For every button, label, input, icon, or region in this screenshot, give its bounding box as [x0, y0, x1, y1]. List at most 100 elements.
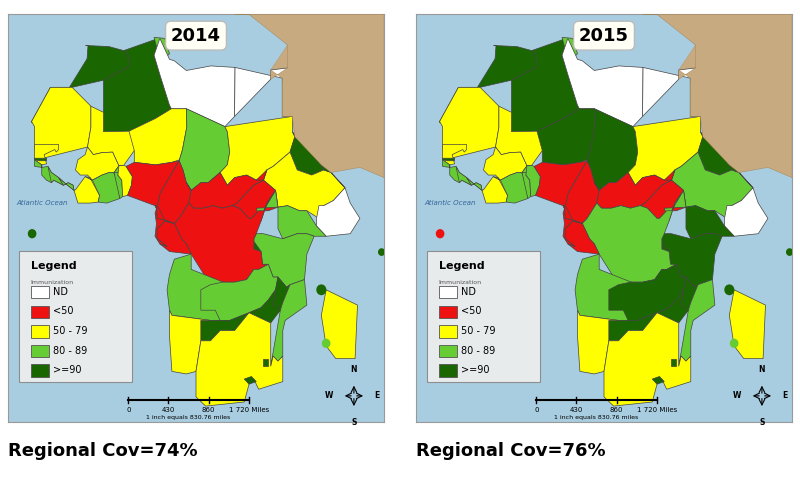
- Polygon shape: [563, 209, 582, 246]
- Polygon shape: [256, 191, 278, 221]
- Polygon shape: [642, 68, 701, 116]
- Polygon shape: [34, 160, 42, 168]
- Polygon shape: [167, 254, 230, 321]
- Polygon shape: [500, 165, 532, 203]
- Polygon shape: [126, 161, 179, 209]
- Circle shape: [378, 249, 385, 255]
- Polygon shape: [322, 290, 358, 359]
- Polygon shape: [118, 165, 132, 196]
- Circle shape: [29, 230, 36, 238]
- Text: 860: 860: [202, 408, 215, 413]
- Polygon shape: [662, 234, 669, 241]
- Text: 2015: 2015: [579, 26, 629, 45]
- Polygon shape: [154, 37, 170, 60]
- Polygon shape: [234, 68, 293, 116]
- Text: W: W: [326, 391, 334, 400]
- Polygon shape: [32, 87, 91, 160]
- Polygon shape: [92, 165, 124, 203]
- Polygon shape: [563, 161, 599, 224]
- FancyBboxPatch shape: [427, 251, 540, 382]
- Polygon shape: [662, 234, 722, 287]
- Polygon shape: [652, 376, 664, 384]
- Polygon shape: [263, 152, 345, 218]
- Text: S: S: [351, 418, 357, 427]
- Polygon shape: [87, 106, 134, 166]
- Polygon shape: [495, 106, 542, 166]
- Text: 430: 430: [570, 408, 583, 413]
- Polygon shape: [662, 241, 669, 252]
- Circle shape: [317, 285, 326, 295]
- Polygon shape: [730, 290, 766, 359]
- Text: S: S: [759, 418, 765, 427]
- Bar: [30, 306, 49, 318]
- Polygon shape: [249, 290, 280, 323]
- Text: N: N: [350, 365, 357, 374]
- Polygon shape: [450, 165, 482, 191]
- Text: >=90: >=90: [53, 365, 82, 375]
- Polygon shape: [604, 313, 690, 406]
- Text: ND: ND: [461, 287, 476, 297]
- Polygon shape: [575, 254, 638, 321]
- Polygon shape: [482, 177, 510, 203]
- Bar: [438, 306, 457, 318]
- Polygon shape: [48, 167, 63, 185]
- Text: E: E: [374, 391, 379, 400]
- Polygon shape: [254, 234, 261, 241]
- Polygon shape: [317, 172, 360, 236]
- Polygon shape: [129, 109, 187, 165]
- Polygon shape: [32, 46, 129, 122]
- Polygon shape: [174, 191, 275, 285]
- Polygon shape: [220, 78, 295, 185]
- Text: Atlantic Ocean: Atlantic Ocean: [16, 200, 67, 206]
- Circle shape: [730, 339, 738, 347]
- Polygon shape: [671, 359, 676, 366]
- Polygon shape: [483, 147, 527, 195]
- Text: 860: 860: [610, 408, 623, 413]
- Polygon shape: [511, 38, 579, 132]
- Polygon shape: [534, 161, 587, 209]
- Polygon shape: [114, 172, 122, 199]
- Circle shape: [386, 325, 396, 336]
- Bar: [438, 345, 457, 357]
- Text: N: N: [758, 365, 765, 374]
- Polygon shape: [671, 152, 753, 218]
- Polygon shape: [725, 172, 768, 236]
- Circle shape: [437, 230, 444, 238]
- Polygon shape: [170, 310, 210, 374]
- Text: W: W: [734, 391, 742, 400]
- Circle shape: [397, 142, 406, 152]
- Text: Immunization: Immunization: [438, 279, 482, 285]
- Text: Atlantic Ocean: Atlantic Ocean: [424, 200, 475, 206]
- Polygon shape: [75, 147, 119, 195]
- Bar: [438, 325, 457, 337]
- Polygon shape: [730, 165, 739, 172]
- Polygon shape: [74, 177, 102, 203]
- Polygon shape: [440, 46, 537, 122]
- Polygon shape: [537, 109, 595, 165]
- Text: Legend: Legend: [30, 261, 76, 271]
- Polygon shape: [157, 205, 165, 220]
- Bar: [438, 364, 457, 377]
- Polygon shape: [34, 144, 58, 165]
- Polygon shape: [609, 313, 657, 341]
- Polygon shape: [196, 313, 282, 406]
- Polygon shape: [270, 279, 307, 366]
- Polygon shape: [642, 14, 792, 178]
- Polygon shape: [158, 221, 191, 254]
- Bar: [30, 364, 49, 377]
- Bar: [438, 286, 457, 299]
- Polygon shape: [664, 191, 686, 221]
- Polygon shape: [201, 264, 278, 321]
- Polygon shape: [179, 109, 230, 191]
- Polygon shape: [678, 279, 715, 366]
- Polygon shape: [628, 78, 703, 185]
- FancyBboxPatch shape: [19, 251, 132, 382]
- Text: >=90: >=90: [461, 365, 490, 375]
- Text: Regional Cov=74%: Regional Cov=74%: [8, 442, 198, 460]
- Text: E: E: [782, 391, 787, 400]
- Polygon shape: [201, 313, 249, 341]
- Polygon shape: [290, 132, 324, 175]
- Polygon shape: [254, 241, 261, 252]
- Polygon shape: [34, 158, 46, 161]
- Text: 1 inch equals 830.76 miles: 1 inch equals 830.76 miles: [146, 416, 230, 420]
